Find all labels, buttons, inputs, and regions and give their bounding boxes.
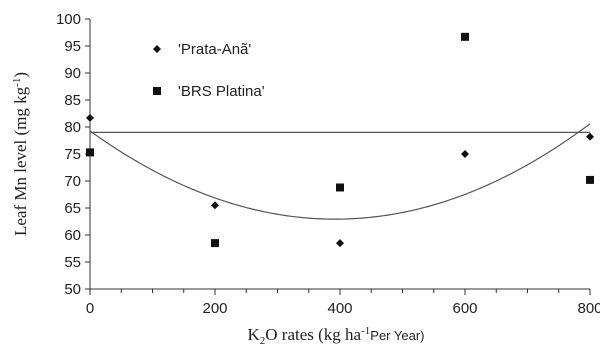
y-tick-label: 65 <box>64 200 81 217</box>
fit-lines <box>89 123 591 220</box>
prata-ana-point <box>211 201 219 210</box>
prata-ana-point <box>336 239 344 248</box>
x-tick-label: 600 <box>452 300 477 317</box>
x-tick-label: 800 <box>577 300 600 317</box>
y-tick-label: 60 <box>64 227 81 244</box>
y-tick-label: 85 <box>64 92 81 109</box>
brs-platina-point <box>461 32 469 41</box>
prata-ana-point <box>586 132 594 141</box>
x-tick-label: 400 <box>327 300 352 317</box>
diamond-legend-icon <box>153 45 161 53</box>
legend-label: 'Prata-Anã' <box>178 41 251 58</box>
prata-ana-point <box>461 150 469 158</box>
brs-platina-point <box>336 183 344 192</box>
quadratic-fit-curve <box>89 123 591 220</box>
y-tick-label: 80 <box>64 119 81 136</box>
y-axis-label: Leaf Mn level (mg kg-1) <box>11 72 30 236</box>
x-tick-label: 200 <box>202 300 227 317</box>
brs-platina-point <box>86 148 94 157</box>
x-tick-label: 0 <box>86 300 94 317</box>
y-tick-label: 55 <box>64 254 81 271</box>
y-tick-label: 90 <box>64 65 81 82</box>
y-tick-label: 70 <box>64 173 81 190</box>
y-tick-label: 100 <box>56 11 81 28</box>
y-tick-label: 75 <box>64 146 81 163</box>
axes: 50 55 60 65 70 75 80 85 90 95 100 0 200 400 600 800 <box>56 11 600 317</box>
legend: 'Prata-Anã' 'BRS Platina' <box>153 41 265 100</box>
prata-ana-point <box>86 113 94 122</box>
legend-label: 'BRS Platina' <box>178 83 265 100</box>
brs-platina-point <box>211 239 219 248</box>
data-points <box>86 32 594 248</box>
brs-platina-point <box>586 175 594 184</box>
y-tick-label: 50 <box>64 281 81 298</box>
square-legend-icon <box>153 87 161 95</box>
y-tick-label: 95 <box>64 38 81 55</box>
x-axis-label: K2O rates (kg ha-1Per Year) <box>248 325 425 347</box>
